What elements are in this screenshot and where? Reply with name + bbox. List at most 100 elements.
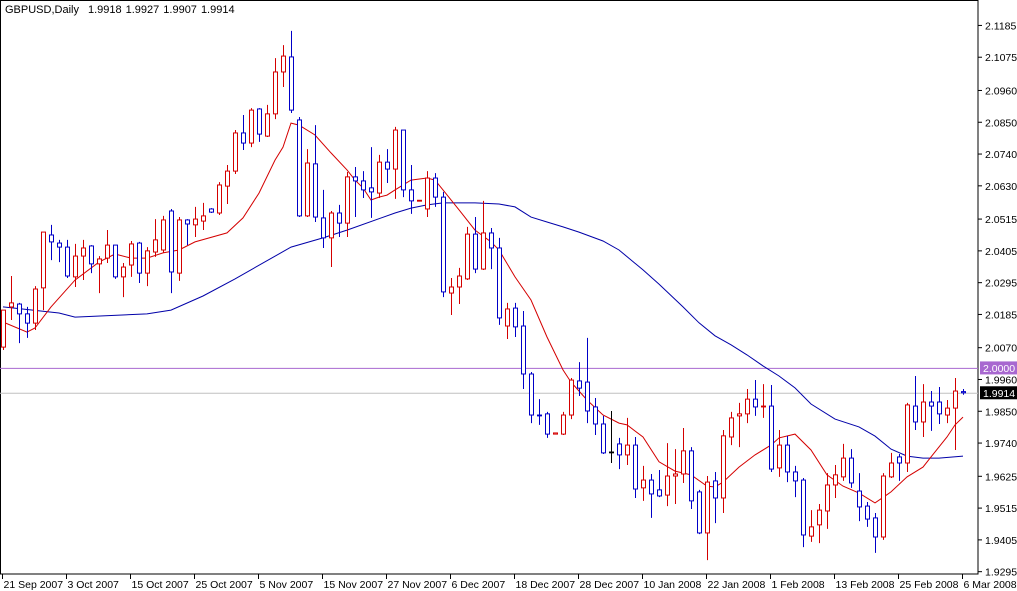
candle	[673, 449, 678, 505]
candle	[953, 378, 958, 450]
candle-body	[289, 56, 294, 111]
candle	[41, 231, 46, 311]
candle	[521, 310, 526, 390]
candle-body	[137, 242, 142, 274]
y-tick-label: 1.9960	[985, 374, 1017, 386]
y-tick-label: 2.0070	[985, 343, 1017, 355]
candle	[505, 302, 510, 340]
candle	[385, 149, 390, 183]
candle-body	[297, 119, 302, 217]
candle-body	[449, 286, 454, 294]
time-axis[interactable]: 21 Sep 2007 3 Oct 2007 15 Oct 2007 25 Oct 2…	[2, 574, 1017, 591]
candle-body	[417, 199, 422, 202]
candle	[361, 171, 366, 198]
candle	[697, 489, 702, 535]
candle	[81, 239, 86, 281]
candle-body	[329, 212, 334, 239]
candle-body	[945, 407, 950, 416]
candle-body	[553, 432, 558, 435]
candle	[49, 224, 54, 261]
candle	[409, 165, 414, 214]
candle-body	[601, 423, 606, 454]
candle	[913, 376, 918, 431]
candle-body	[161, 219, 166, 251]
candle-body	[857, 490, 862, 508]
candle-body	[465, 233, 470, 280]
candle	[689, 447, 694, 509]
x-tick-label: 6 Dec 2007	[452, 579, 506, 591]
x-tick-label: 6 Mar 2008	[964, 579, 1017, 591]
x-tick-label: 15 Nov 2007	[324, 579, 384, 591]
candle	[169, 208, 174, 294]
candle	[729, 411, 734, 446]
candle-body	[433, 177, 438, 198]
candle	[921, 384, 926, 437]
candle	[321, 189, 326, 248]
price-axis[interactable]: 2.1185 2.1075 2.0960 2.0850 2.0740 2.0630 2.05…	[978, 20, 1017, 579]
candle-body	[569, 379, 574, 416]
candle	[633, 436, 638, 498]
candle-body	[561, 414, 566, 435]
candle-body	[633, 444, 638, 490]
candle	[481, 200, 486, 270]
candle-body	[769, 405, 774, 470]
chart-title: GBPUSD,Daily 1.9918 1.9927 1.9907 1.9914	[5, 4, 239, 16]
candle	[201, 202, 206, 231]
candle	[353, 167, 358, 218]
candle	[113, 244, 118, 279]
candle-body	[833, 474, 838, 486]
plot-border	[0, 0, 979, 575]
candle-body	[129, 243, 134, 266]
candle	[401, 129, 406, 198]
candle	[761, 384, 766, 418]
candle	[841, 443, 846, 481]
candle-body	[337, 212, 342, 224]
candle-body	[217, 184, 222, 214]
candle-body	[785, 444, 790, 473]
symbol-timeframe: GBPUSD,Daily	[5, 4, 79, 16]
candle	[241, 115, 246, 150]
candle	[105, 230, 110, 264]
x-tick-label: 25 Oct 2007	[196, 579, 253, 591]
candle	[777, 430, 782, 477]
candle	[569, 378, 574, 420]
candle-body	[545, 413, 550, 435]
candle	[89, 245, 94, 274]
candle-body	[497, 247, 502, 319]
candle	[665, 443, 670, 507]
chart-frame	[0, 0, 979, 575]
candle	[617, 437, 622, 470]
candle	[881, 473, 886, 540]
x-tick-label: 10 Jan 2008	[644, 579, 702, 591]
candle-body	[657, 489, 662, 497]
candle	[9, 276, 14, 320]
candle-body	[457, 275, 462, 288]
y-tick-label: 2.0630	[985, 181, 1017, 193]
candle	[465, 226, 470, 281]
y-tick-label: 1.9740	[985, 438, 1017, 450]
candle	[825, 473, 830, 529]
candle	[265, 104, 270, 137]
bid-price-label-bg	[980, 386, 1017, 400]
candle	[441, 191, 446, 298]
candle	[809, 510, 814, 542]
candle-body	[489, 232, 494, 249]
candle-body	[505, 308, 510, 327]
candle-body	[817, 509, 822, 526]
candle	[225, 165, 230, 205]
candle-body	[241, 132, 246, 144]
candles	[1, 30, 966, 561]
candle-body	[1, 309, 6, 348]
candle-body	[209, 208, 214, 213]
candle-body	[33, 288, 38, 324]
candle	[73, 243, 78, 287]
candle	[641, 465, 646, 501]
candle	[393, 126, 398, 199]
candle-body	[17, 303, 22, 315]
candle	[585, 337, 590, 424]
x-tick-label: 21 Sep 2007	[4, 579, 64, 591]
candle-body	[649, 479, 654, 495]
candle	[17, 302, 22, 344]
candle	[193, 206, 198, 237]
